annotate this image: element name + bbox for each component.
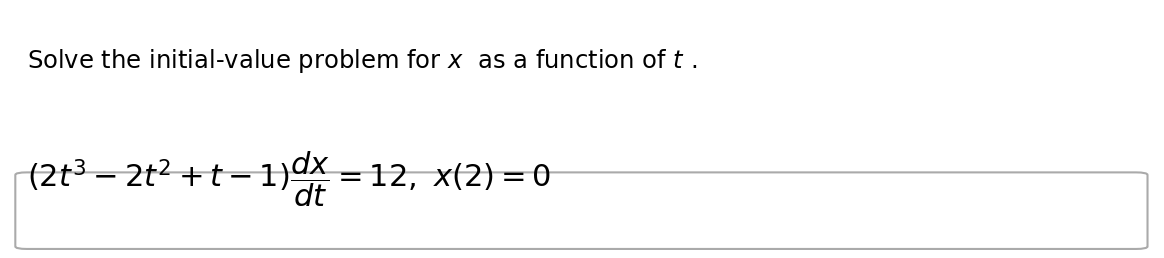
Text: $(2t^3 - 2t^2 + t - 1)\dfrac{dx}{dt} = 12,\ x(2) = 0$: $(2t^3 - 2t^2 + t - 1)\dfrac{dx}{dt} = 1…: [27, 149, 552, 209]
FancyBboxPatch shape: [15, 172, 1148, 249]
Text: Solve the initial-value problem for $x$  as a function of $t$ .: Solve the initial-value problem for $x$ …: [27, 47, 697, 75]
